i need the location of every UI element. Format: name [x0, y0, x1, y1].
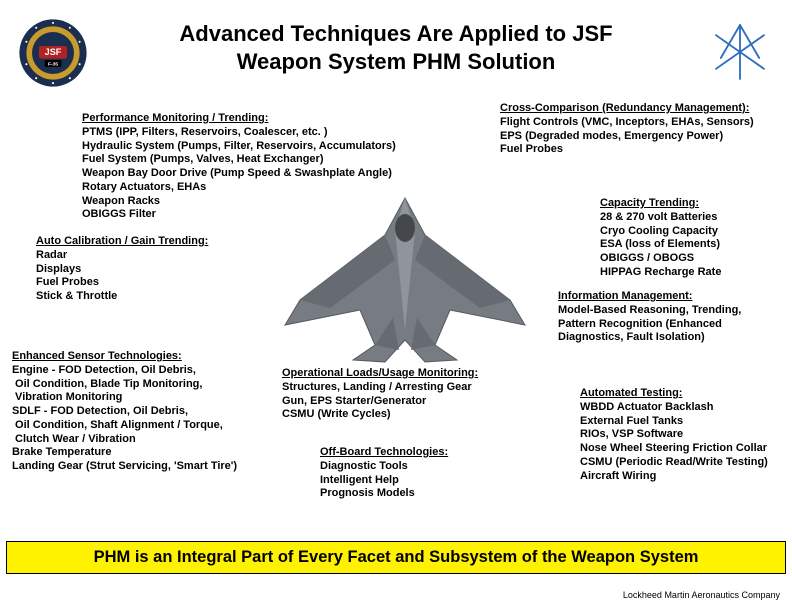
block-header: Information Management: — [558, 290, 778, 304]
svg-text:JSF: JSF — [45, 47, 62, 57]
block-item: Fuel Probes — [36, 276, 246, 290]
block-header: Operational Loads/Usage Monitoring: — [282, 367, 512, 381]
lockheed-martin-star-icon — [710, 22, 770, 82]
block-item: Diagnostics, Fault Isolation) — [558, 331, 778, 345]
slide-title: Advanced Techniques Are Applied to JSF W… — [100, 20, 692, 75]
block-item: External Fuel Tanks — [580, 415, 785, 429]
block-item: Engine - FOD Detection, Oil Debris, — [12, 364, 282, 378]
block-item: Pattern Recognition (Enhanced — [558, 318, 778, 332]
block-capacity-trending: Capacity Trending: 28 & 270 volt Batteri… — [600, 197, 780, 280]
block-item: Radar — [36, 249, 246, 263]
slide-page: JSF F-35 Advanced Techniques Are Appli — [0, 0, 792, 612]
block-item: OBIGGS Filter — [82, 208, 452, 222]
block-item: Weapon Racks — [82, 195, 452, 209]
block-operational-loads: Operational Loads/Usage Monitoring: Stru… — [282, 367, 512, 422]
block-enhanced-sensor-technologies: Enhanced Sensor Technologies: Engine - F… — [12, 350, 282, 474]
title-line-1: Advanced Techniques Are Applied to JSF — [179, 21, 612, 46]
block-item: WBDD Actuator Backlash — [580, 401, 785, 415]
block-header: Auto Calibration / Gain Trending: — [36, 235, 246, 249]
block-item: Prognosis Models — [320, 487, 520, 501]
block-item: Fuel Probes — [500, 143, 780, 157]
block-item: Gun, EPS Starter/Generator — [282, 395, 512, 409]
block-item: Clutch Wear / Vibration — [12, 433, 282, 447]
block-item: Model-Based Reasoning, Trending, — [558, 304, 778, 318]
block-header: Performance Monitoring / Trending: — [82, 112, 452, 126]
block-item: Oil Condition, Shaft Alignment / Torque, — [12, 419, 282, 433]
block-item: Fuel System (Pumps, Valves, Heat Exchang… — [82, 153, 452, 167]
block-item: CSMU (Write Cycles) — [282, 408, 512, 422]
block-header: Off-Board Technologies: — [320, 446, 520, 460]
block-item: 28 & 270 volt Batteries — [600, 211, 780, 225]
block-item: Weapon Bay Door Drive (Pump Speed & Swas… — [82, 167, 452, 181]
block-item: Landing Gear (Strut Servicing, 'Smart Ti… — [12, 460, 282, 474]
block-item: Flight Controls (VMC, Inceptors, EHAs, S… — [500, 116, 780, 130]
block-item: OBIGGS / OBOGS — [600, 252, 780, 266]
block-item: Displays — [36, 263, 246, 277]
block-header: Cross-Comparison (Redundancy Management)… — [500, 102, 780, 116]
block-item: SDLF - FOD Detection, Oil Debris, — [12, 405, 282, 419]
block-header: Automated Testing: — [580, 387, 785, 401]
block-item: Structures, Landing / Arresting Gear — [282, 381, 512, 395]
block-item: Nose Wheel Steering Friction Collar — [580, 442, 785, 456]
block-item: CSMU (Periodic Read/Write Testing) — [580, 456, 785, 470]
block-auto-calibration: Auto Calibration / Gain Trending: Radar … — [36, 235, 246, 304]
block-item: Hydraulic System (Pumps, Filter, Reservo… — [82, 140, 452, 154]
summary-banner: PHM is an Integral Part of Every Facet a… — [6, 541, 786, 574]
block-performance-monitoring: Performance Monitoring / Trending: PTMS … — [82, 112, 452, 222]
block-information-management: Information Management: Model-Based Reas… — [558, 290, 778, 345]
footer-company: Lockheed Martin Aeronautics Company — [623, 590, 780, 600]
block-item: Oil Condition, Blade Tip Monitoring, — [12, 378, 282, 392]
block-cross-comparison: Cross-Comparison (Redundancy Management)… — [500, 102, 780, 157]
title-line-2: Weapon System PHM Solution — [237, 49, 556, 74]
block-item: PTMS (IPP, Filters, Reservoirs, Coalesce… — [82, 126, 452, 140]
block-item: Diagnostic Tools — [320, 460, 520, 474]
block-item: HIPPAG Recharge Rate — [600, 266, 780, 280]
block-header: Capacity Trending: — [600, 197, 780, 211]
block-off-board-technologies: Off-Board Technologies: Diagnostic Tools… — [320, 446, 520, 501]
block-item: Stick & Throttle — [36, 290, 246, 304]
block-item: RIOs, VSP Software — [580, 428, 785, 442]
block-item: Brake Temperature — [12, 446, 282, 460]
block-item: Intelligent Help — [320, 474, 520, 488]
block-item: Vibration Monitoring — [12, 391, 282, 405]
block-item: Rotary Actuators, EHAs — [82, 181, 452, 195]
block-item: EPS (Degraded modes, Emergency Power) — [500, 130, 780, 144]
block-header: Enhanced Sensor Technologies: — [12, 350, 282, 364]
jsf-program-seal-icon: JSF F-35 — [18, 18, 88, 88]
block-automated-testing: Automated Testing: WBDD Actuator Backlas… — [580, 387, 785, 483]
block-item: ESA (loss of Elements) — [600, 238, 780, 252]
svg-text:F-35: F-35 — [48, 62, 58, 68]
block-item: Aircraft Wiring — [580, 470, 785, 484]
block-item: Cryo Cooling Capacity — [600, 225, 780, 239]
